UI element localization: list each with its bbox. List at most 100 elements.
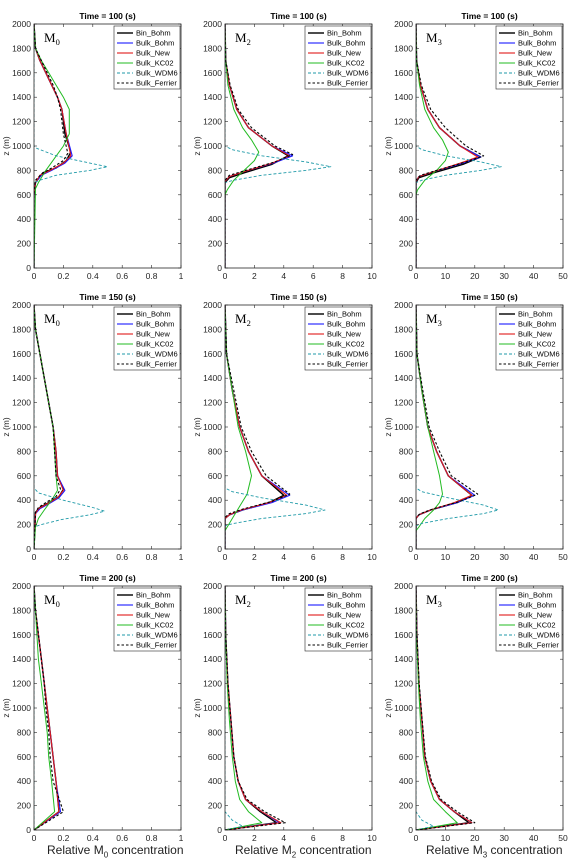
x-tick-label: 2 (252, 552, 257, 562)
legend-label: Bin_Bohm (518, 29, 553, 38)
y-axis-label: z (m) (383, 136, 393, 156)
x-tick-label: 0 (414, 271, 419, 281)
series-group (34, 305, 106, 549)
moment-letter: M (426, 592, 438, 607)
x-tick-label: 10 (441, 833, 451, 843)
series-line-bulk-kc02 (34, 586, 56, 830)
y-tick-label: 0 (26, 263, 31, 273)
x-tick-label: 0 (223, 833, 228, 843)
x-tick-label: 10 (367, 833, 377, 843)
y-tick-label: 1200 (12, 679, 31, 689)
legend-label: Bulk_KC02 (136, 340, 174, 349)
xlabel-col-2: Relative M3 concentration (426, 843, 563, 860)
y-tick-label: 0 (408, 825, 413, 835)
moment-subscript: 3 (438, 318, 442, 328)
legend-label: Bin_Bohm (136, 591, 171, 600)
y-tick-label: 200 (399, 239, 413, 249)
legend-box (304, 306, 372, 371)
series-line-bulk-bohm (34, 305, 66, 549)
y-axis-label: z (m) (192, 698, 202, 718)
y-tick-label: 400 (208, 214, 222, 224)
y-tick-label: 1600 (394, 630, 413, 640)
y-axis-label: z (m) (192, 136, 202, 156)
series-line-bin-bohm (416, 586, 470, 830)
series-group (225, 586, 286, 830)
series-line-bin-bohm (225, 586, 278, 830)
y-tick-label: 1000 (203, 703, 222, 713)
legend-box (304, 25, 372, 90)
legend: Bin_BohmBulk_BohmBulk_NewBulk_KC02Bulk_W… (304, 587, 372, 652)
legend-label: Bulk_Bohm (136, 601, 174, 610)
legend-label: Bulk_WDM6 (327, 350, 369, 359)
y-tick-label: 800 (208, 165, 222, 175)
x-tick-label: 0 (32, 552, 37, 562)
x-tick-label: 8 (340, 833, 345, 843)
series-line-bulk-kc02 (416, 24, 449, 268)
x-tick-label: 4 (281, 833, 286, 843)
legend-label: Bulk_WDM6 (136, 631, 178, 640)
y-tick-label: 600 (17, 752, 31, 762)
legend-label: Bulk_Ferrier (518, 641, 559, 650)
y-tick-label: 600 (399, 752, 413, 762)
series-group (225, 24, 332, 268)
series-line-bulk-wdm6 (34, 24, 108, 268)
legend-label: Bulk_New (327, 330, 361, 339)
legend-label: Bulk_WDM6 (518, 631, 560, 640)
panel-title: Time = 150 (s) (270, 292, 326, 302)
x-tick-label: 0.6 (116, 552, 128, 562)
panel-0-1: 0 200 400 600 800 1000 1200 1400 1600 1800 2000 0 2 4… (192, 11, 377, 281)
y-axis-label: z (m) (383, 417, 393, 437)
series-line-bin-bohm (225, 24, 289, 268)
moment-letter: M (235, 311, 247, 326)
y-tick-label: 400 (208, 495, 222, 505)
moment-subscript: 3 (438, 37, 442, 47)
legend-label: Bulk_Ferrier (518, 79, 559, 88)
y-tick-label: 1200 (203, 117, 222, 127)
legend-label: Bulk_Bohm (518, 601, 556, 610)
y-tick-label: 200 (399, 520, 413, 530)
x-tick-label: 2 (252, 271, 257, 281)
legend-label: Bulk_Ferrier (136, 79, 177, 88)
x-tick-label: 0 (223, 271, 228, 281)
legend-label: Bulk_WDM6 (136, 350, 178, 359)
series-line-bulk-kc02 (416, 305, 443, 549)
y-tick-label: 1800 (203, 324, 222, 334)
y-tick-label: 1200 (394, 117, 413, 127)
series-line-bulk-ferrier (34, 586, 64, 830)
x-tick-label: 0.4 (87, 552, 99, 562)
y-tick-label: 200 (17, 239, 31, 249)
y-tick-label: 1000 (394, 141, 413, 151)
series-line-bulk-new (416, 586, 473, 830)
series-line-bin-bohm (34, 586, 60, 830)
legend-label: Bulk_KC02 (518, 621, 556, 630)
x-tick-label: 0 (223, 552, 228, 562)
legend-label: Bulk_WDM6 (518, 350, 560, 359)
x-tick-label: 1 (179, 552, 184, 562)
legend: Bin_BohmBulk_BohmBulk_NewBulk_KC02Bulk_W… (495, 587, 563, 652)
x-tick-label: 6 (311, 552, 316, 562)
legend: Bin_BohmBulk_BohmBulk_NewBulk_KC02Bulk_W… (495, 306, 563, 371)
x-tick-label: 0.8 (146, 271, 158, 281)
legend-label: Bulk_KC02 (136, 621, 174, 630)
y-tick-label: 800 (17, 165, 31, 175)
panel-title: Time = 200 (s) (461, 573, 517, 583)
y-axis-label: z (m) (1, 136, 11, 156)
panel-2-1: 0 200 400 600 800 1000 1200 1400 1600 1800 2000 0 2 4… (192, 573, 377, 843)
legend-label: Bulk_KC02 (327, 340, 365, 349)
legend: Bin_BohmBulk_BohmBulk_NewBulk_KC02Bulk_W… (495, 25, 563, 90)
series-line-bulk-bohm (225, 586, 280, 830)
y-tick-label: 1600 (203, 349, 222, 359)
y-tick-label: 1200 (394, 398, 413, 408)
panel-2-2: 0 200 400 600 800 1000 1200 1400 1600 1800 2000 0 10… (383, 573, 568, 843)
legend-label: Bulk_KC02 (518, 59, 556, 68)
panel-1-1: 0 200 400 600 800 1000 1200 1400 1600 1800 2000 0 2 4… (192, 292, 377, 562)
legend-label: Bulk_New (518, 49, 552, 58)
moment-subscript: 3 (438, 599, 442, 609)
moment-label: M0 (44, 592, 60, 609)
moment-label: M3 (426, 311, 442, 328)
series-group (225, 305, 326, 549)
panel-0-0: 0 200 400 600 800 1000 1200 1400 1600 1800 2000 0 0.… (1, 11, 184, 281)
series-line-bulk-wdm6 (225, 24, 332, 268)
x-tick-label: 30 (499, 552, 509, 562)
y-tick-label: 400 (17, 776, 31, 786)
